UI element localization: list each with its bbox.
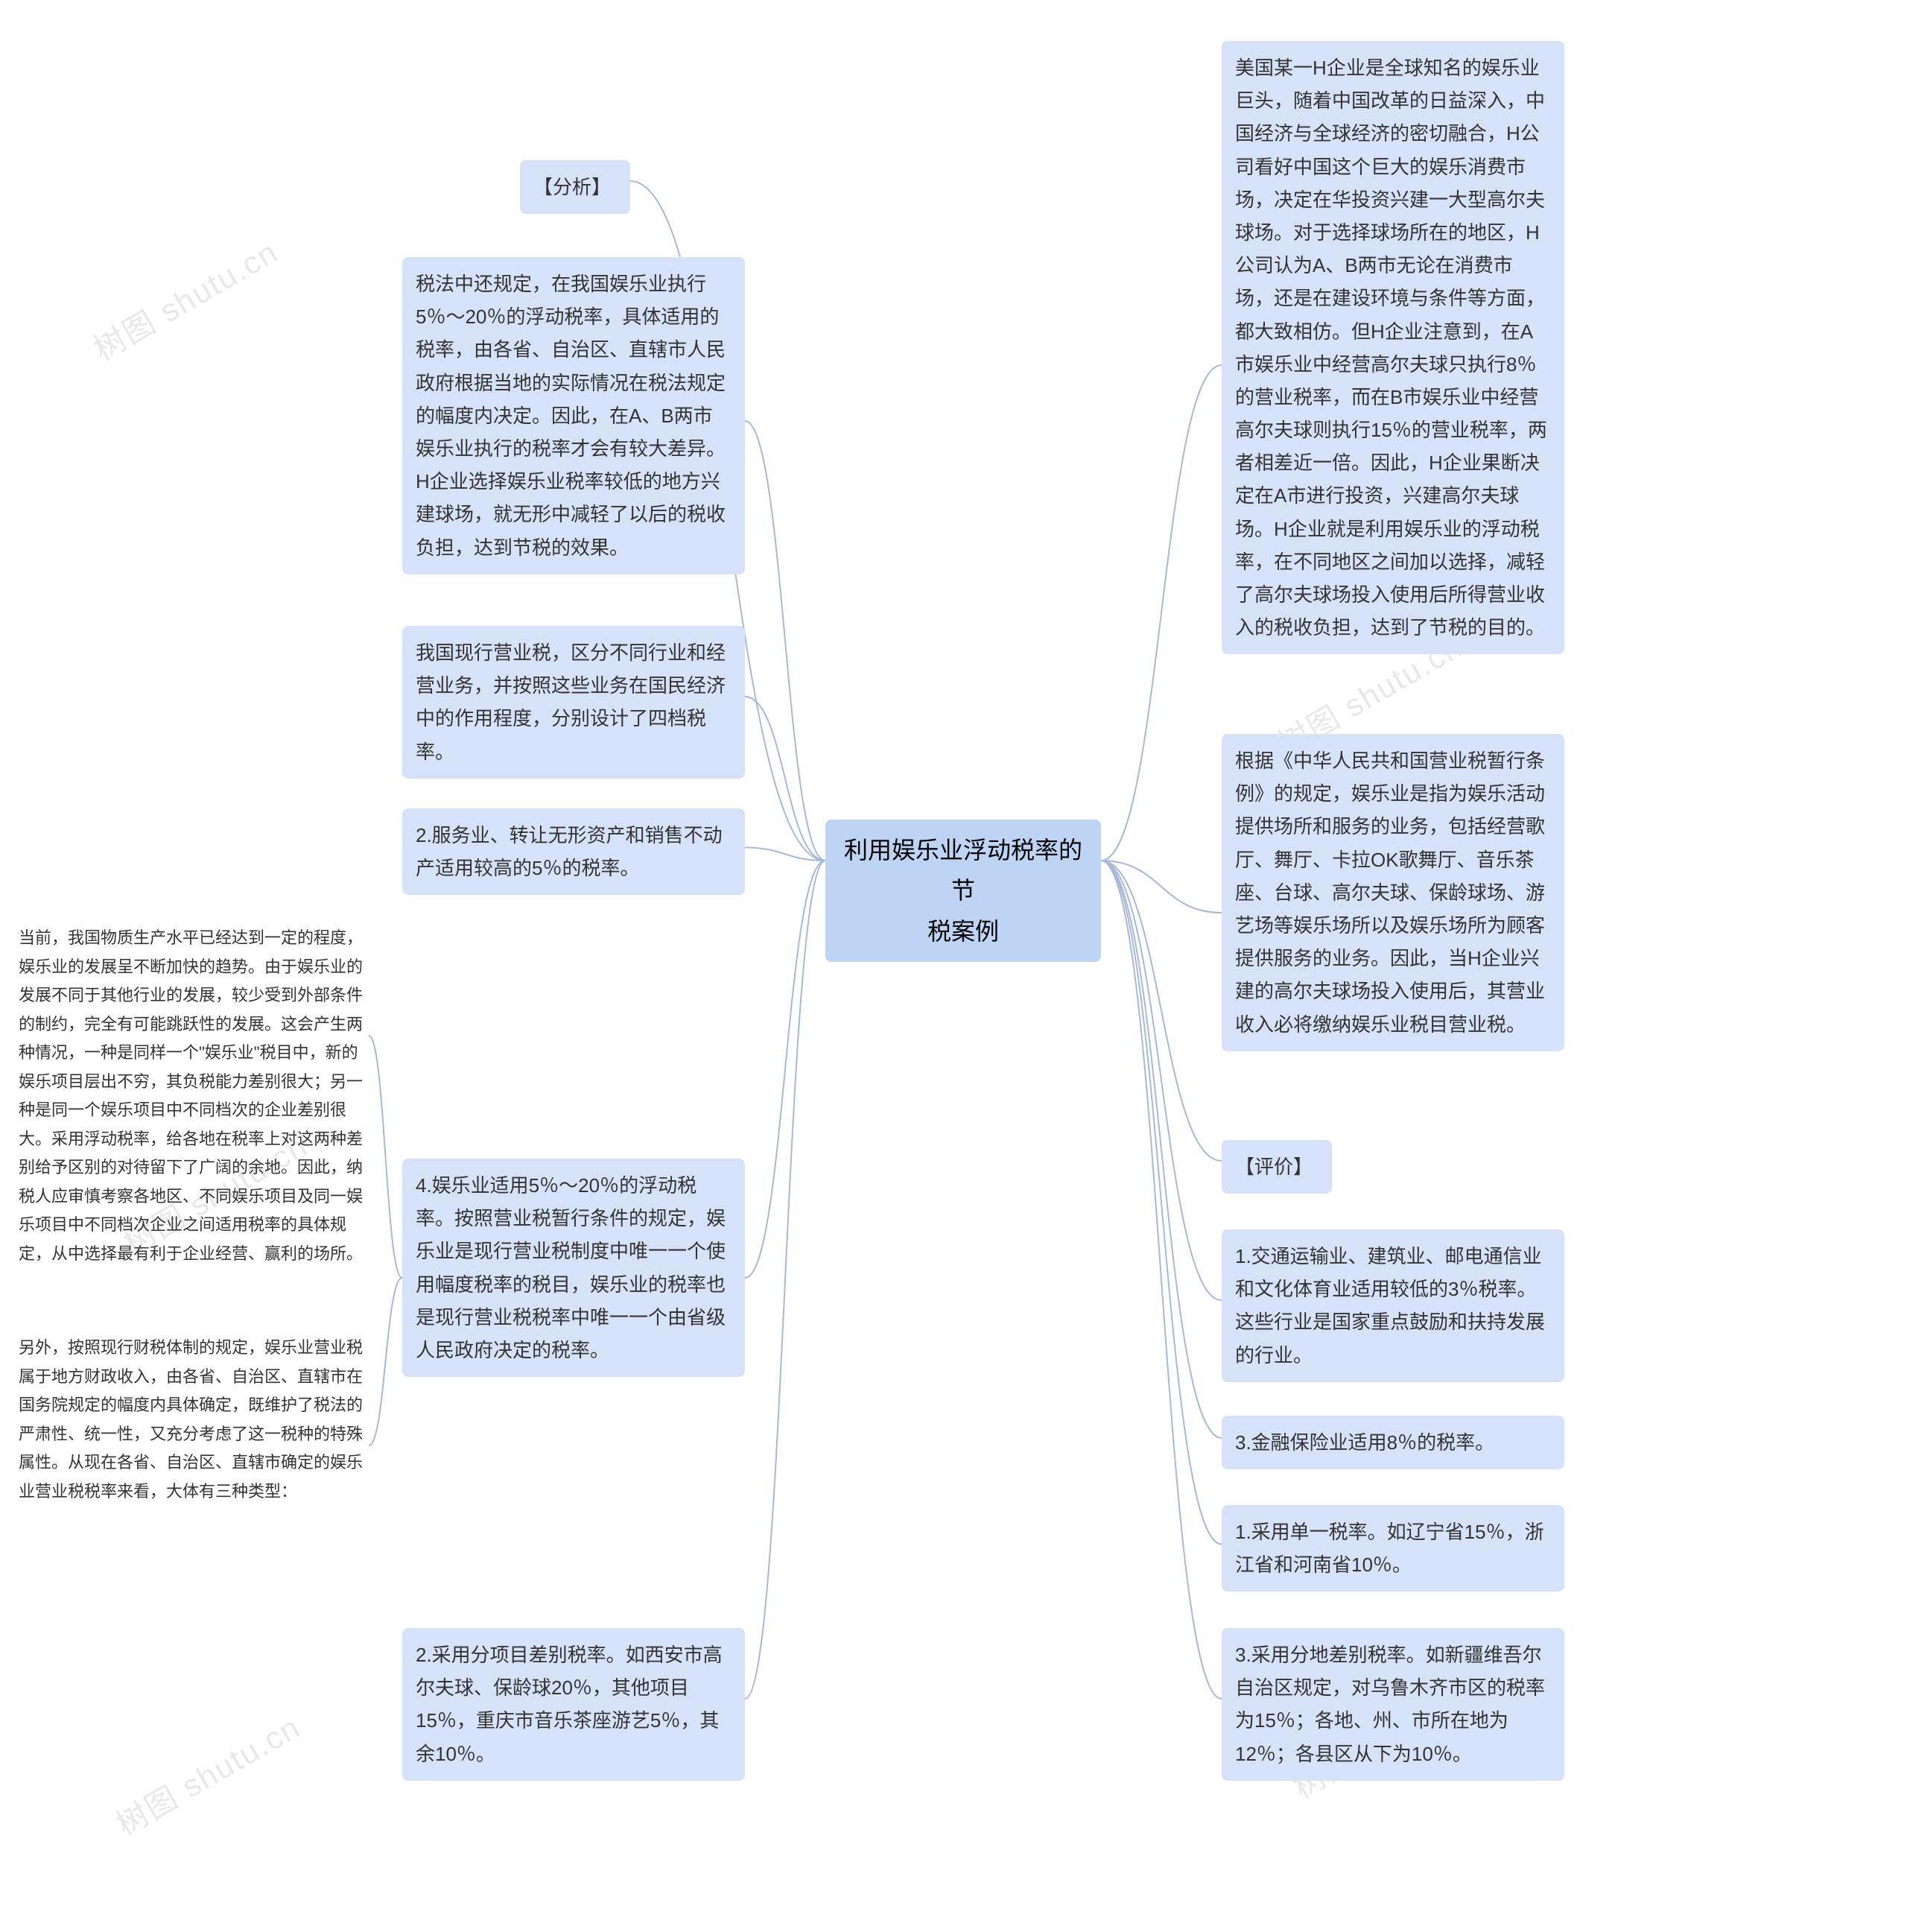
node-text: 1.交通运输业、建筑业、邮电通信业和文化体育业适用较低的3％税率。这些行业是国家… xyxy=(1235,1245,1545,1366)
node-text: 我国现行营业税，区分不同行业和经营业务，并按照这些业务在国民经济中的作用程度，分… xyxy=(416,642,726,763)
root-node[interactable]: 利用娱乐业浮动税率的节 税案例 xyxy=(825,820,1101,962)
node-rate1[interactable]: 1.交通运输业、建筑业、邮电通信业和文化体育业适用较低的3％税率。这些行业是国家… xyxy=(1222,1229,1564,1382)
connector xyxy=(745,861,825,1278)
node-type3[interactable]: 3.采用分地差别税率。如新疆维吾尔自治区规定，对乌鲁木齐市区的税率为15％；各地… xyxy=(1222,1628,1564,1781)
node-text: 【评价】 xyxy=(1235,1156,1313,1178)
node-text: 4.娱乐业适用5％～20％的浮动税率。按照营业税暂行条件的规定，娱乐业是现行营业… xyxy=(416,1174,726,1361)
connector xyxy=(1101,861,1222,1161)
node-tax_law[interactable]: 税法中还规定，在我国娱乐业执行5％～20％的浮动税率，具体适用的税率，由各省、自… xyxy=(402,257,745,574)
node-evaluate[interactable]: 【评价】 xyxy=(1222,1140,1332,1194)
connector xyxy=(1101,861,1222,1545)
node-text: 税法中还规定，在我国娱乐业执行5％～20％的浮动税率，具体适用的税率，由各省、自… xyxy=(416,273,726,559)
node-biz_tax[interactable]: 我国现行营业税，区分不同行业和经营业务，并按照这些业务在国民经济中的作用程度，分… xyxy=(402,626,745,779)
plain-p2: 另外，按照现行财税体制的规定，娱乐业营业税属于地方财政收入，由各省、自治区、直辖… xyxy=(19,1334,369,1506)
node-text: 3.采用分地差别税率。如新疆维吾尔自治区规定，对乌鲁木齐市区的税率为15％；各地… xyxy=(1235,1644,1545,1765)
connector xyxy=(745,697,825,861)
node-rate2[interactable]: 2.服务业、转让无形资产和销售不动产适用较高的5％的税率。 xyxy=(402,808,745,895)
node-text: 根据《中华人民共和国营业税暂行条例》的规定，娱乐业是指为娱乐活动提供场所和服务的… xyxy=(1235,750,1545,1036)
watermark: 树图 shutu.cn xyxy=(107,1703,308,1845)
connector xyxy=(1101,861,1222,1438)
connector xyxy=(745,861,825,1699)
node-text: 美国某一H企业是全球知名的娱乐业巨头，随着中国改革的日益深入，中国经济与全球经济… xyxy=(1235,57,1547,639)
node-type1[interactable]: 1.采用单一税率。如辽宁省15％，浙江省和河南省10％。 xyxy=(1222,1505,1564,1591)
node-text: 1.采用单一税率。如辽宁省15％，浙江省和河南省10％。 xyxy=(1235,1521,1544,1576)
connector xyxy=(1101,861,1222,1300)
node-h_company[interactable]: 美国某一H企业是全球知名的娱乐业巨头，随着中国改革的日益深入，中国经济与全球经济… xyxy=(1222,41,1564,654)
connector xyxy=(1101,861,1222,1699)
connector xyxy=(745,421,825,861)
node-analysis[interactable]: 【分析】 xyxy=(520,160,630,214)
connector xyxy=(369,1036,402,1278)
node-text: 2.服务业、转让无形资产和销售不动产适用较高的5％的税率。 xyxy=(416,824,723,879)
plain-p1: 当前，我国物质生产水平已经达到一定的程度，娱乐业的发展呈不断加快的趋势。由于娱乐… xyxy=(19,924,369,1268)
connector xyxy=(369,1278,402,1445)
connector xyxy=(1101,365,1222,861)
node-text: 3.金融保险业适用8％的税率。 xyxy=(1235,1431,1494,1454)
node-type2[interactable]: 2.采用分项目差别税率。如西安市高尔夫球、保龄球20％，其他项目15％，重庆市音… xyxy=(402,1628,745,1781)
root-label: 利用娱乐业浮动税率的节 税案例 xyxy=(844,837,1082,945)
watermark: 树图 shutu.cn xyxy=(84,227,285,370)
node-regulation[interactable]: 根据《中华人民共和国营业税暂行条例》的规定，娱乐业是指为娱乐活动提供场所和服务的… xyxy=(1222,734,1564,1051)
node-rate4[interactable]: 4.娱乐业适用5％～20％的浮动税率。按照营业税暂行条件的规定，娱乐业是现行营业… xyxy=(402,1159,745,1377)
node-rate3[interactable]: 3.金融保险业适用8％的税率。 xyxy=(1222,1416,1564,1469)
node-text: 2.采用分项目差别税率。如西安市高尔夫球、保龄球20％，其他项目15％，重庆市音… xyxy=(416,1644,723,1765)
connector xyxy=(745,848,825,861)
node-text: 【分析】 xyxy=(533,176,611,198)
connector xyxy=(1101,861,1222,913)
